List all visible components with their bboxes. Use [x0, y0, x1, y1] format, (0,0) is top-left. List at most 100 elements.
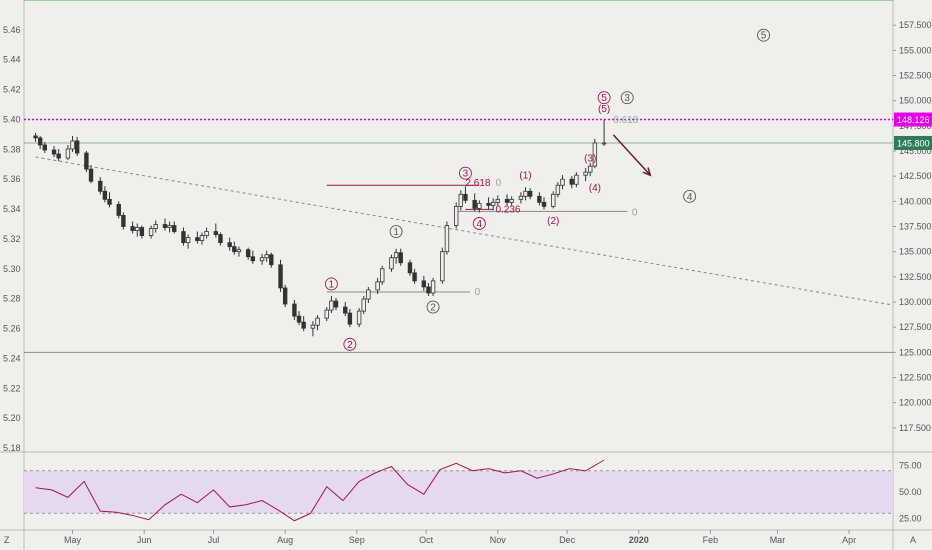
candle-body: [218, 234, 223, 244]
left-axis-tick: 5.42: [3, 85, 21, 95]
price-label-text: 148.126: [897, 115, 930, 125]
time-axis-label: Dec: [559, 535, 576, 545]
candle-body: [472, 199, 477, 209]
candle-body: [588, 165, 593, 173]
candle-body: [601, 142, 607, 145]
time-axis-label: Jun: [137, 535, 152, 545]
candle-body: [444, 225, 450, 253]
candle-body: [88, 168, 94, 182]
candle-body: [185, 237, 191, 244]
candle-body: [541, 201, 547, 207]
left-axis-tick: 5.30: [3, 264, 21, 274]
wave-label: 3: [463, 169, 469, 180]
right-axis-tick: 132.500: [899, 272, 932, 282]
candle-body: [236, 249, 242, 253]
candle-body: [139, 227, 145, 236]
wave-label-circle: [324, 277, 338, 291]
candle-body: [333, 300, 339, 308]
right-axis-tick: 137.500: [899, 222, 932, 232]
trendline: [35, 156, 894, 306]
candle-body: [583, 171, 588, 176]
candle-body: [269, 254, 274, 266]
candle-body: [172, 225, 177, 232]
candle-body: [574, 174, 579, 185]
candle-body: [375, 281, 380, 291]
candle-body: [324, 309, 329, 319]
candle-body: [412, 272, 417, 282]
candle-body: [98, 180, 103, 192]
candle-body: [282, 287, 288, 305]
right-axis-tick: 152.500: [899, 71, 932, 81]
fib-annotation-label: 0: [632, 207, 638, 218]
fib-annotation-label: 0: [495, 178, 501, 189]
candle-body: [315, 317, 320, 326]
time-axis-label: Mar: [770, 535, 786, 545]
candle-body: [537, 195, 542, 203]
wave-label-circle: [426, 300, 440, 314]
candle-body: [199, 235, 205, 242]
candle-body: [70, 140, 75, 150]
left-axis-tick: 5.40: [3, 114, 21, 124]
candle-body: [366, 289, 371, 300]
candle-body: [398, 252, 403, 264]
left-axis-tick: 5.36: [3, 174, 21, 184]
wave-label: 2: [430, 303, 436, 314]
left-axis-tick: 5.24: [3, 353, 21, 363]
candle-body: [551, 193, 556, 207]
right-axis-tick: 127.500: [899, 322, 932, 332]
candle-body: [486, 202, 491, 206]
candle-body: [195, 237, 200, 242]
candle-body: [65, 148, 71, 159]
candle-body: [135, 227, 140, 231]
wave-label: 1: [393, 227, 399, 238]
left-axis-tick: 5.22: [3, 383, 21, 393]
candle-body: [51, 149, 57, 155]
candle-body: [458, 193, 464, 207]
time-axis-label: May: [64, 535, 82, 545]
time-axis-label: Oct: [419, 535, 434, 545]
rsi-axis-tick: 25.00: [899, 514, 922, 524]
wave-label: 1: [329, 279, 335, 290]
candle-body: [527, 190, 533, 197]
candle-body: [227, 242, 232, 248]
candle-body: [213, 231, 219, 235]
candle-body: [361, 298, 366, 312]
candle-body: [380, 268, 385, 283]
wave-label: 5: [601, 93, 607, 104]
candle-body: [453, 205, 459, 226]
right-axis-tick: 140.000: [899, 196, 932, 206]
candle-body: [204, 231, 209, 236]
candle-body: [148, 228, 154, 236]
time-axis-label: Sep: [349, 535, 365, 545]
right-axis-tick: 122.500: [899, 373, 932, 383]
candle-body: [102, 190, 108, 200]
candle-body: [232, 246, 237, 253]
candle-body: [292, 303, 297, 317]
candle-body: [343, 306, 348, 314]
rsi-axis-tick: 50.00: [899, 487, 922, 497]
wave-label: 4: [477, 219, 483, 230]
corner-label-left: Z: [4, 535, 10, 545]
right-axis-tick: 125.000: [899, 347, 932, 357]
candle-body: [37, 137, 43, 146]
candle-body: [84, 152, 89, 170]
right-axis-tick: 145.000: [899, 146, 932, 156]
left-axis-tick: 5.44: [3, 55, 21, 65]
candle-body: [245, 249, 251, 258]
candle-body: [421, 280, 427, 288]
right-axis-tick: 150.000: [899, 96, 932, 106]
corner-label-right: A: [910, 535, 916, 545]
candle-body: [389, 257, 394, 270]
wave-label: 5: [761, 31, 767, 42]
forecast-arrow-head: [642, 167, 652, 177]
left-axis-tick: 5.26: [3, 324, 21, 334]
left-axis-tick: 5.20: [3, 413, 21, 423]
candle-body: [121, 215, 126, 227]
time-axis-label: Apr: [842, 535, 856, 545]
forecast-arrow-line: [612, 134, 651, 176]
right-axis-tick: 117.500: [899, 423, 931, 433]
right-axis-tick: 155.000: [899, 45, 932, 55]
candle-body: [592, 142, 598, 167]
